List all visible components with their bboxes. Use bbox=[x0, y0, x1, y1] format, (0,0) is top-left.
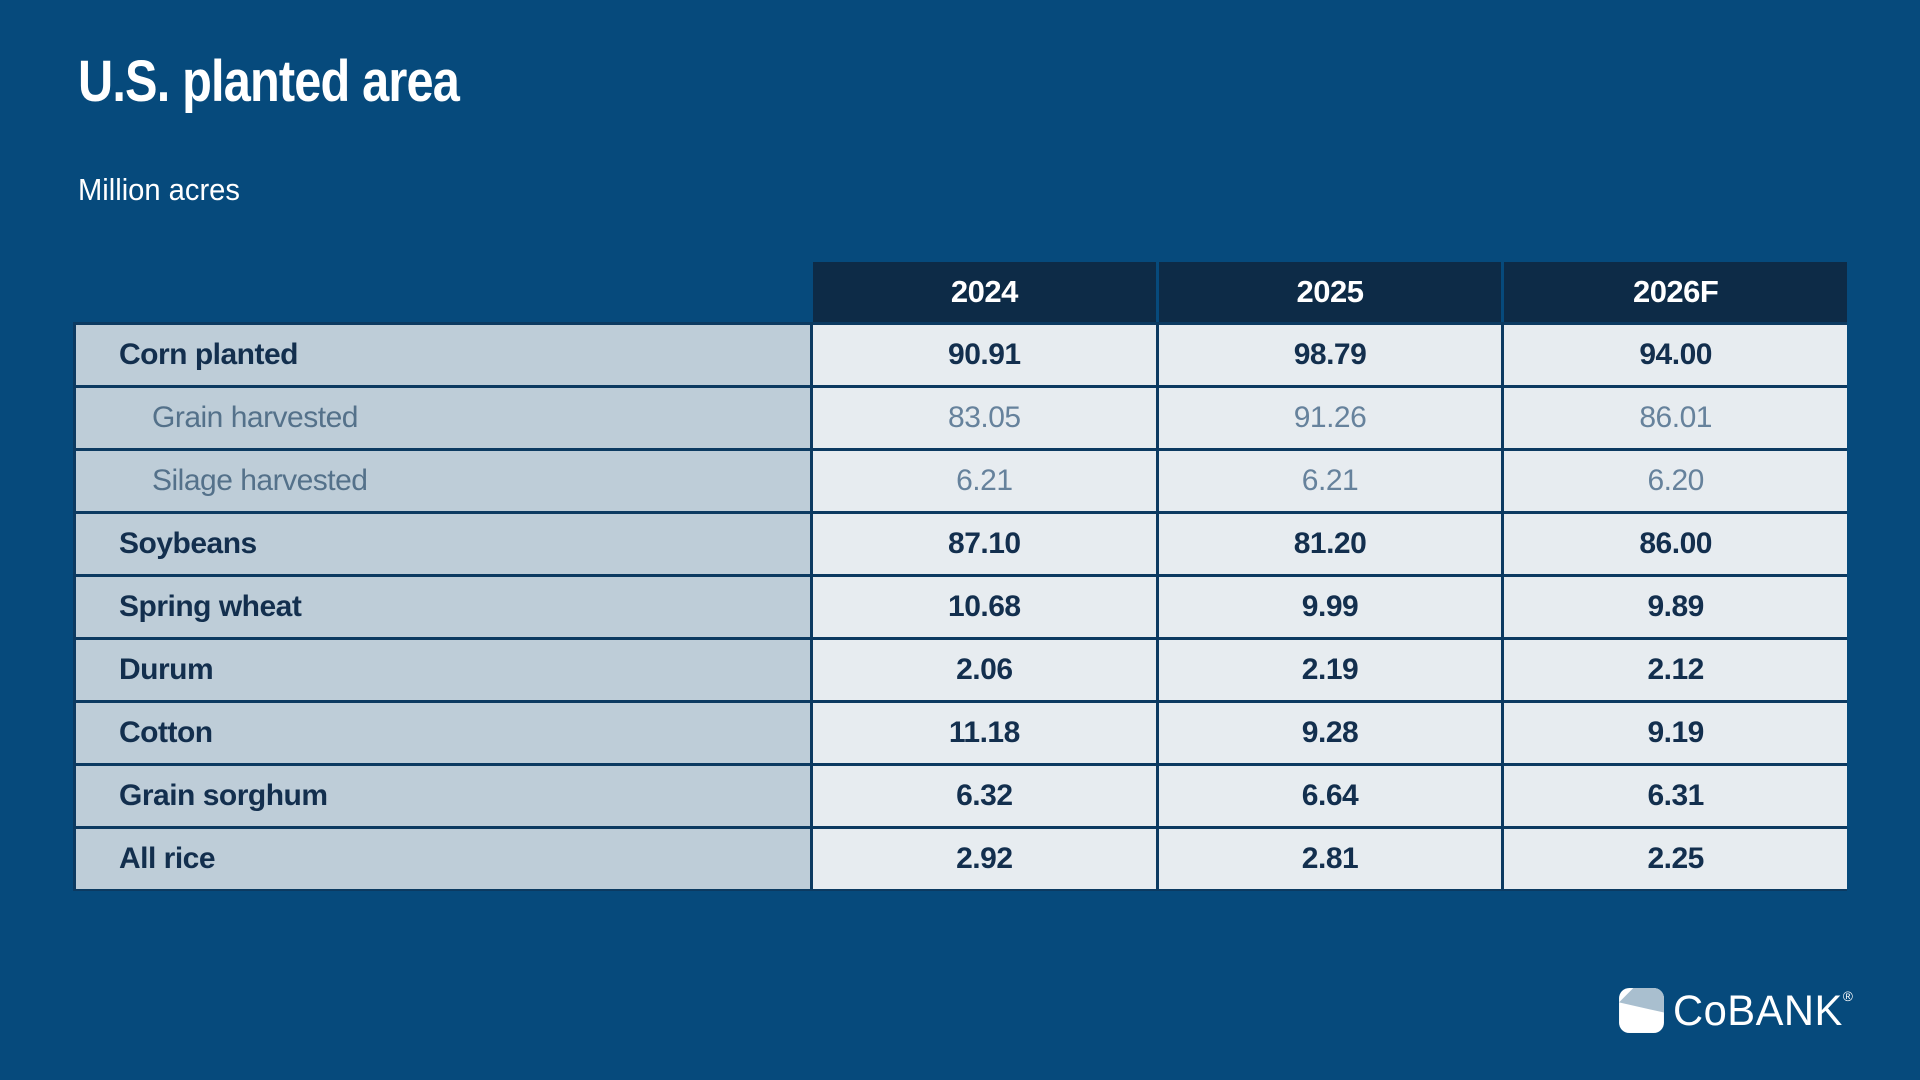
cell-value: 90.91 bbox=[813, 325, 1156, 385]
cobank-logo: CoBANK® bbox=[1618, 987, 1858, 1034]
row-label: Grain sorghum bbox=[76, 766, 810, 826]
cell-value: 9.89 bbox=[1504, 577, 1847, 637]
row-label: Grain harvested bbox=[76, 388, 810, 448]
cell-value: 6.32 bbox=[813, 766, 1156, 826]
cell-value: 2.06 bbox=[813, 640, 1156, 700]
row-label: All rice bbox=[76, 829, 810, 889]
cell-value: 83.05 bbox=[813, 388, 1156, 448]
cell-value: 94.00 bbox=[1504, 325, 1847, 385]
row-label: Durum bbox=[76, 640, 810, 700]
cell-value: 2.25 bbox=[1504, 829, 1847, 889]
row-label: Soybeans bbox=[76, 514, 810, 574]
cell-value: 2.92 bbox=[813, 829, 1156, 889]
cobank-logo-icon bbox=[1618, 988, 1664, 1033]
page-title: U.S. planted area bbox=[78, 49, 460, 114]
registered-trademark-symbol: ® bbox=[1842, 987, 1853, 1004]
cobank-wordmark: CoBANK bbox=[1672, 986, 1843, 1035]
table-header-row: 2024 2025 2026F bbox=[73, 262, 1847, 322]
row-label: Spring wheat bbox=[76, 577, 810, 637]
planted-area-table: 2024 2025 2026F Corn planted 90.91 98.79 94… bbox=[73, 262, 1847, 891]
cell-value: 86.01 bbox=[1504, 388, 1847, 448]
cell-value: 6.64 bbox=[1158, 766, 1502, 826]
cell-value: 6.31 bbox=[1504, 766, 1847, 826]
cell-value: 87.10 bbox=[813, 514, 1156, 574]
table-header-spacer bbox=[73, 262, 810, 322]
cell-value: 81.20 bbox=[1158, 514, 1502, 574]
column-header-2026f: 2026F bbox=[1504, 262, 1847, 322]
row-label: Silage harvested bbox=[76, 451, 810, 511]
row-label: Cotton bbox=[76, 703, 810, 763]
cell-value: 9.19 bbox=[1504, 703, 1847, 763]
cell-value: 2.81 bbox=[1158, 829, 1502, 889]
cell-value: 6.21 bbox=[1158, 451, 1502, 511]
page-subtitle: Million acres bbox=[78, 172, 240, 207]
cell-value: 11.18 bbox=[813, 703, 1156, 763]
cell-value: 2.19 bbox=[1158, 640, 1502, 700]
column-header-2024: 2024 bbox=[813, 262, 1156, 322]
row-label: Corn planted bbox=[76, 325, 810, 385]
cell-value: 6.20 bbox=[1504, 451, 1847, 511]
cell-value: 86.00 bbox=[1504, 514, 1847, 574]
cell-value: 2.12 bbox=[1504, 640, 1847, 700]
cell-value: 10.68 bbox=[813, 577, 1156, 637]
column-header-2025: 2025 bbox=[1158, 262, 1502, 322]
cell-value: 91.26 bbox=[1158, 388, 1502, 448]
table-body: Corn planted 90.91 98.79 94.00 Grain harvest… bbox=[73, 322, 1847, 891]
cell-value: 6.21 bbox=[813, 451, 1156, 511]
cobank-logo-text: CoBANK® bbox=[1673, 989, 1853, 1033]
cell-value: 98.79 bbox=[1158, 325, 1502, 385]
cell-value: 9.28 bbox=[1158, 703, 1502, 763]
cell-value: 9.99 bbox=[1158, 577, 1502, 637]
